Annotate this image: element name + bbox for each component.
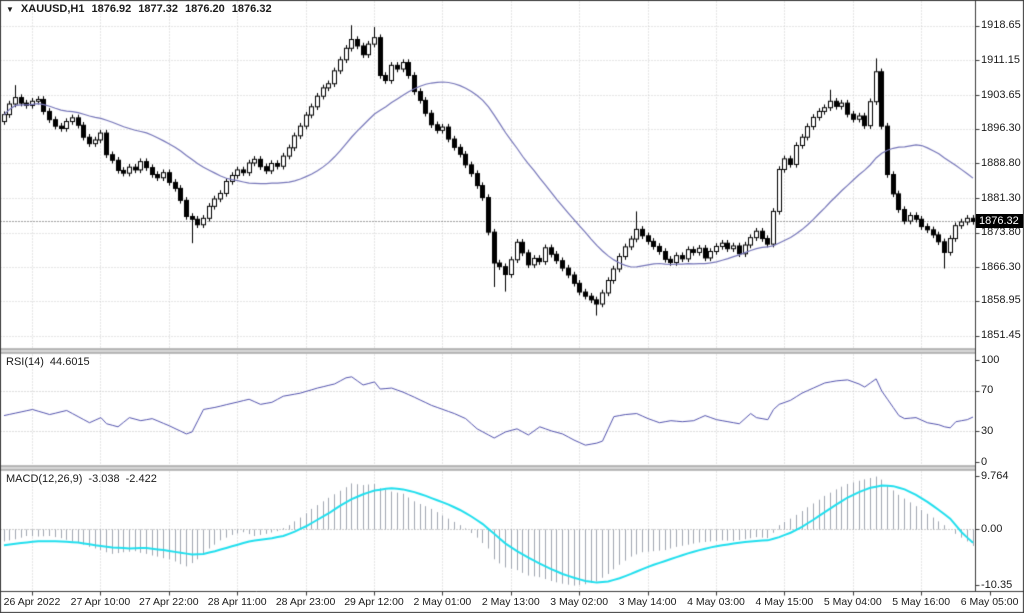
quote-high: 1877.32 [138,3,179,15]
rsi-value: 44.6015 [49,356,90,368]
price-axis-label: 1858.95 [981,294,1021,307]
quote-open: 1876.92 [91,3,132,15]
symbol-info: ▼ XAUUSD,H1 1876.92 1877.32 1876.20 1876… [6,3,272,15]
time-axis-label: 4 May 15:00 [755,596,814,608]
quote-close: 1876.32 [231,3,272,15]
price-axis-label: 1888.80 [981,156,1021,169]
macd-main-value: -3.038 [88,473,120,485]
time-axis-label: 28 Apr 11:00 [207,596,267,608]
time-axis-label: 3 May 02:00 [550,596,609,608]
quote-low: 1876.20 [185,3,225,15]
price-axis-label: 1903.65 [981,88,1021,101]
rsi-indicator-label: RSI(14) 44.6015 [6,356,90,368]
rsi-label: RSI(14) [6,356,44,368]
time-axis-label: 27 Apr 22:00 [139,596,199,608]
symbol-name: XAUUSD,H1 [20,3,85,15]
time-axis-label: 27 Apr 10:00 [70,596,131,608]
current-price-box: 1876.32 [976,213,1023,228]
macd-label: MACD(12,26,9) [6,473,83,485]
time-axis-label: 2 May 13:00 [481,596,540,608]
price-axis-label: 1866.30 [981,260,1021,273]
macd-axis-label: 0.00 [981,522,1003,535]
price-axis-label: 1881.30 [981,191,1021,204]
time-axis-label: 6 May 05:00 [960,596,1019,608]
rsi-axis-label: 30 [981,424,994,437]
time-axis-label: 26 Apr 2022 [3,596,61,608]
price-axis-label: 1851.45 [981,329,1021,342]
time-axis-label: 3 May 14:00 [618,596,677,608]
time-axis-label: 2 May 01:00 [413,596,472,608]
symbol-dropdown-icon[interactable]: ▼ [6,4,14,14]
price-axis-label: 1873.80 [981,226,1021,239]
rsi-axis-label: 70 [981,384,994,397]
time-axis-label: 5 May 04:00 [823,596,882,608]
time-axis-label: 5 May 16:00 [892,596,951,608]
price-axis-label: 1896.30 [981,122,1021,135]
price-axis-label: 1918.65 [981,19,1021,32]
time-axis-label: 29 Apr 12:00 [344,596,404,608]
time-axis-label: 28 Apr 23:00 [275,596,336,608]
current-price-value: 1876.32 [979,214,1019,227]
macd-indicator-label: MACD(12,26,9) -3.038 -2.422 [6,473,157,485]
price-axis-label: 1911.15 [981,53,1020,66]
rsi-axis-label: 100 [981,353,1000,366]
time-axis-label: 4 May 03:00 [687,596,745,608]
rsi-axis-label: 0 [981,455,988,468]
macd-axis-label: -10.35 [981,578,1013,591]
macd-signal-value: -2.422 [125,473,157,485]
macd-axis-label: 9.764 [981,469,1009,482]
